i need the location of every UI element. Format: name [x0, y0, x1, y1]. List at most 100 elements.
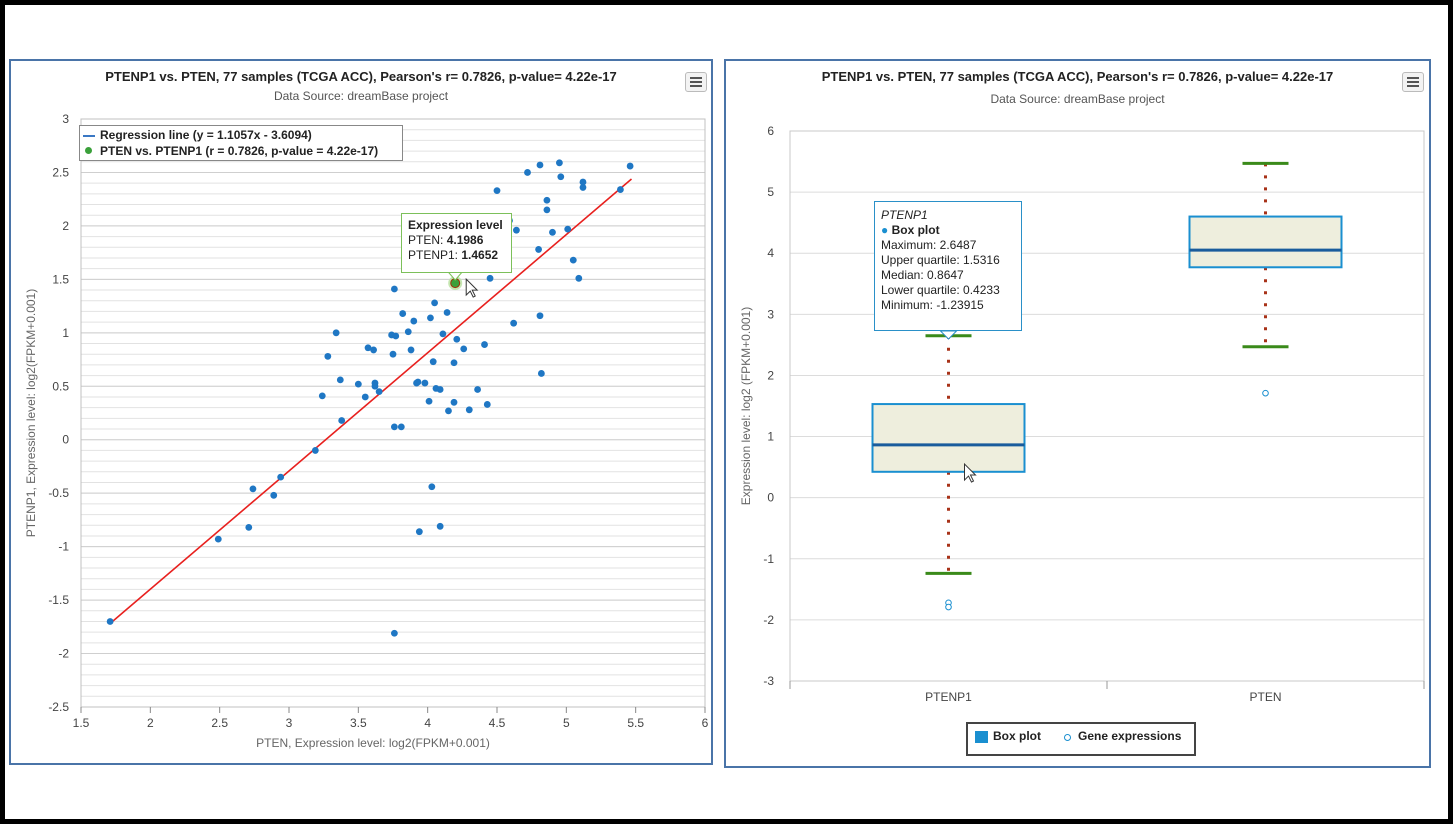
- scatter-point: [332, 329, 340, 337]
- scatter-point: [399, 310, 407, 317]
- scatter-point: [324, 352, 332, 360]
- scatter-point: [536, 312, 544, 320]
- scatter-point: [543, 206, 551, 214]
- scatter-point: [443, 309, 451, 316]
- y-tick-label: 1.5: [52, 272, 69, 286]
- x-tick-label: 6: [702, 716, 709, 730]
- scatter-point: [436, 522, 444, 530]
- x-tick-label: 3: [286, 716, 293, 730]
- y-tick-label: -3: [763, 674, 774, 688]
- scatter-point: [407, 346, 415, 354]
- scatter-chart-title: PTENP1 vs. PTEN, 77 samples (TCGA ACC), …: [105, 69, 617, 84]
- y-tick-label: -2.5: [48, 700, 69, 714]
- y-tick-label: 0: [767, 491, 774, 505]
- tooltip-series-name: Box plot: [891, 223, 940, 237]
- y-tick-label: 4: [767, 246, 774, 260]
- scatter-point: [626, 162, 634, 170]
- scatter-point: [106, 618, 114, 625]
- scatter-plot: -2.5 -2 -1.5 -1 -0.5 0 0.5 1 1.5 2 2.5 3 1.5 2 2.5 3 3.5…: [24, 112, 709, 750]
- scatter-point: [389, 350, 397, 358]
- scatter-point: [425, 397, 433, 405]
- boxplot-legend[interactable]: Box plot Gene expressions: [966, 722, 1196, 756]
- scatter-legend[interactable]: Regression line (y = 1.1057x - 3.6094) P…: [79, 125, 403, 161]
- scatter-point: [493, 187, 501, 195]
- scatter-point: [277, 473, 285, 481]
- boxplot-menu-button[interactable]: [1402, 72, 1424, 92]
- series-dot-icon: ●: [881, 223, 889, 237]
- x-tick-label: 1.5: [73, 716, 90, 730]
- scatter-point: [436, 386, 444, 393]
- scatter-chart-panel: PTENP1 vs. PTEN, 77 samples (TCGA ACC), …: [9, 59, 713, 765]
- scatter-point: [439, 330, 447, 338]
- boxplot-chart-panel: PTENP1 vs. PTEN, 77 samples (TCGA ACC), …: [724, 59, 1431, 768]
- tooltip-x-row: PTEN: 4.1986: [408, 233, 505, 248]
- scatter-point: [370, 346, 377, 354]
- scatter-point: [410, 317, 418, 325]
- scatter-point: [450, 398, 458, 406]
- scatter-point: [311, 447, 319, 454]
- boxplot-tooltip: PTENP1 ● Box plot Maximum: 2.6487 Upper …: [874, 201, 1022, 331]
- scatter-point: [617, 186, 624, 193]
- scatter-point: [371, 382, 379, 390]
- scatter-point: [579, 178, 587, 186]
- y-tick-label: 0: [62, 433, 69, 447]
- y-tick-label: 3: [62, 112, 69, 126]
- scatter-point: [214, 535, 222, 543]
- x-tick-label: 2.5: [211, 716, 228, 730]
- scatter-point: [414, 378, 422, 386]
- scatter-point: [245, 523, 253, 531]
- tooltip-minimum: Minimum: -1.23915: [881, 298, 984, 312]
- y-tick-label: 1: [767, 430, 774, 444]
- tooltip-series-name-row: ● Box plot: [881, 223, 1015, 238]
- box-legend-label: Box plot: [993, 729, 1041, 743]
- hamburger-menu-icon-bar: [690, 85, 702, 87]
- y-axis-label: PTENP1, Expression level: log2(FPKM+0.00…: [24, 289, 38, 537]
- scatter-point: [270, 491, 278, 499]
- tooltip-series: PTENP1: [881, 208, 928, 222]
- scatter-point: [390, 423, 398, 431]
- hamburger-menu-icon: [1407, 77, 1419, 79]
- scatter-point: [524, 169, 531, 176]
- scatter-tooltip: Expression level PTEN: 4.1986 PTENP1: 1.…: [401, 213, 512, 273]
- scatter-point: [364, 344, 372, 352]
- tooltip-lower-quartile: Lower quartile: 0.4233: [881, 283, 1000, 297]
- scatter-point: [557, 173, 565, 181]
- scatter-point: [450, 359, 458, 367]
- y-tick-label: -1: [763, 552, 774, 566]
- mouse-cursor-icon: [964, 462, 977, 483]
- x-tick-label: 5: [563, 716, 570, 730]
- scatter-menu-button[interactable]: [685, 72, 707, 92]
- tooltip-upper-quartile: Upper quartile: 1.5316: [881, 253, 1000, 267]
- hamburger-menu-icon-bar: [690, 81, 702, 83]
- x-tick-label: PTENP1: [925, 690, 972, 704]
- scatter-point: [460, 345, 468, 353]
- scatter-point: [421, 379, 429, 387]
- y-tick-label: -2: [763, 613, 774, 627]
- scatter-point: [336, 376, 344, 384]
- scatter-point: [429, 358, 437, 366]
- y-tick-label: 0.5: [52, 379, 69, 393]
- scatter-point: [510, 319, 518, 327]
- scatter-point: [415, 528, 423, 536]
- scatter-point: [445, 407, 452, 415]
- plot-border: [80, 118, 706, 708]
- x-axis-label: PTEN, Expression level: log2(FPKM+0.001): [256, 736, 490, 750]
- scatter-point: [537, 370, 545, 377]
- hamburger-menu-icon-bar: [1407, 81, 1419, 83]
- tooltip-x-name: PTEN:: [408, 233, 444, 247]
- scatter-point: [474, 386, 481, 393]
- scatter-point: [513, 226, 520, 234]
- scatter-point: [575, 274, 583, 282]
- regression-line: [109, 178, 633, 625]
- tooltip-title: Expression level: [408, 218, 503, 232]
- box-legend-swatch: [975, 731, 988, 743]
- hamburger-menu-icon-bar: [1407, 85, 1419, 87]
- x-tick-label: 5.5: [627, 716, 644, 730]
- scatter-point: [249, 485, 257, 493]
- scatter-point: [428, 483, 436, 491]
- points-legend-marker: [85, 147, 92, 154]
- scatter-point: [318, 392, 326, 400]
- scatter-point: [579, 184, 587, 191]
- y-tick-label: -1.5: [48, 593, 69, 607]
- y-tick-label: 2: [767, 368, 774, 382]
